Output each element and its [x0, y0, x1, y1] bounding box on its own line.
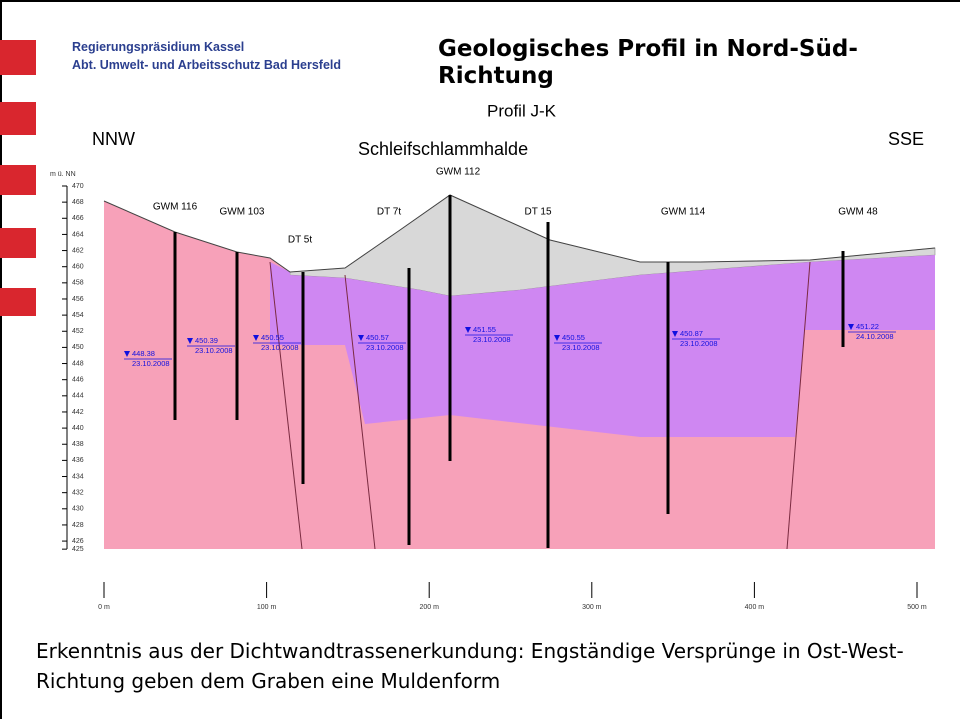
y-tick-label: 440	[72, 425, 84, 432]
feature: Schleifschlammhalde	[358, 139, 528, 159]
deco	[0, 228, 36, 258]
org: Regierungspräsidium Kassel	[72, 40, 245, 54]
y-tick-label: 432	[72, 490, 84, 497]
water-marker	[187, 338, 193, 344]
well-label: DT 5t	[288, 235, 312, 246]
water-date: 24.10.2008	[856, 332, 894, 341]
y-tick-label: 426	[72, 538, 84, 545]
y-tick-label: 448	[72, 360, 84, 367]
water-level: 450.87	[680, 329, 703, 338]
water-level: 451.22	[856, 322, 879, 331]
water-date: 23.10.2008	[473, 335, 511, 344]
water-date: 23.10.2008	[195, 346, 233, 355]
y-tick-label: 460	[72, 264, 84, 271]
water-level: 451.55	[473, 325, 496, 334]
y-unit: m ü. NN	[50, 171, 76, 178]
water-date: 23.10.2008	[562, 343, 600, 352]
water-marker	[253, 335, 259, 341]
dept: Abt. Umwelt- und Arbeitsschutz Bad Hersf…	[72, 58, 342, 72]
faults	[269, 261, 811, 550]
x-tick-label: 200 m	[419, 604, 439, 611]
y-tick-label: 436	[72, 457, 84, 464]
y-tick-label: 458	[72, 280, 84, 287]
well-label: GWM 112	[436, 167, 481, 178]
well-label: DT 7t	[377, 207, 401, 218]
y-tick-label: 468	[72, 199, 84, 206]
water-marker	[465, 327, 471, 333]
right-dir: SSE	[888, 129, 924, 149]
water-level: 450.55	[562, 333, 585, 342]
deco	[0, 102, 36, 135]
y-tick-label: 425	[72, 546, 84, 553]
deco	[0, 288, 36, 316]
x-tick-label: 400 m	[745, 604, 765, 611]
water-level: 450.55	[261, 333, 284, 342]
y-tick-label: 470	[72, 183, 84, 190]
y-tick-label: 434	[72, 473, 84, 480]
water-date: 23.10.2008	[261, 343, 299, 352]
y-tick-label: 446	[72, 377, 84, 384]
subtitle: Profil J-K	[487, 101, 557, 120]
y-tick-label: 456	[72, 296, 84, 303]
y-tick-label: 464	[72, 231, 84, 238]
well-label: GWM 103	[219, 207, 264, 218]
y-tick-label: 454	[72, 312, 84, 319]
water-marker	[672, 331, 678, 337]
water-marker	[554, 335, 560, 341]
x-tick-label: 100 m	[257, 604, 277, 611]
water-level: 450.57	[366, 333, 389, 342]
water-marker	[358, 335, 364, 341]
deco	[0, 165, 36, 195]
water-level: 448.38	[132, 349, 155, 358]
well-label: DT 15	[524, 207, 551, 218]
well-label: GWM 114	[661, 207, 706, 218]
x-tick-label: 500 m	[907, 604, 927, 611]
water-level: 450.39	[195, 336, 218, 345]
left-dir: NNW	[92, 129, 135, 149]
y-tick-label: 462	[72, 247, 84, 254]
y-tick-label: 442	[72, 409, 84, 416]
well-label: GWM 48	[838, 207, 878, 218]
profile: m ü. NN NNW SSE Schleifschlammhalde Prof…	[50, 101, 936, 611]
deco	[0, 40, 36, 75]
y-tick-label: 466	[72, 215, 84, 222]
y-tick-label: 430	[72, 506, 84, 513]
well-label: GWM 116	[153, 202, 198, 213]
title: Geologisches Profil in Nord-Süd-Richtung	[438, 36, 858, 89]
water-marker	[848, 324, 854, 330]
y-tick-label: 438	[72, 441, 84, 448]
water-date: 23.10.2008	[680, 339, 718, 348]
x-tick-label: 300 m	[582, 604, 602, 611]
water-date: 23.10.2008	[132, 359, 170, 368]
x-tick-label: 0 m	[98, 604, 110, 611]
y-tick-label: 450	[72, 344, 84, 351]
purple-layer	[270, 255, 935, 437]
y-tick-label: 444	[72, 393, 84, 400]
y-tick-label: 428	[72, 522, 84, 529]
y-tick-label: 452	[72, 328, 84, 335]
caption: Erkenntnis aus der Dichtwandtrassenerkun…	[36, 639, 904, 693]
water-marker	[124, 351, 130, 357]
water-date: 23.10.2008	[366, 343, 404, 352]
